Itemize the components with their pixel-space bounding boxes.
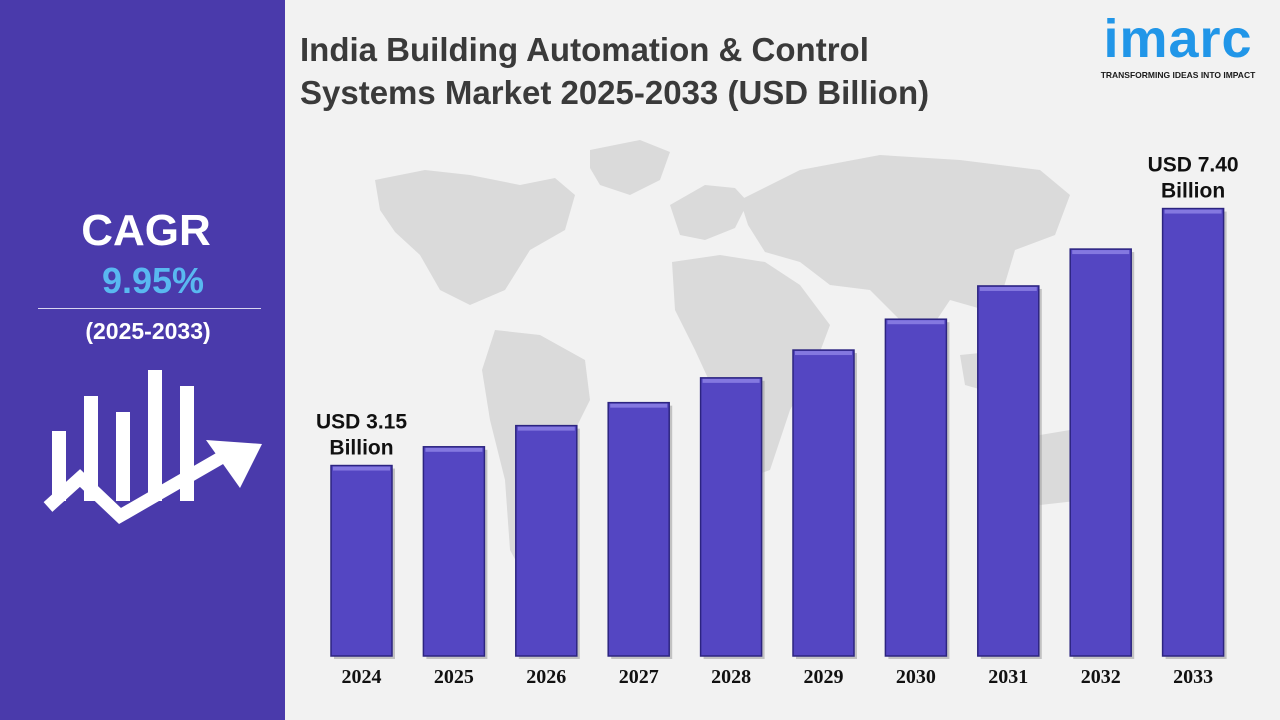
x-tick-label: 2033: [1173, 666, 1213, 688]
chart-title: India Building Automation & Control Syst…: [300, 28, 1060, 114]
bar-2029: [792, 349, 857, 659]
bar-2024: [330, 464, 395, 659]
bar-2025: [422, 446, 488, 659]
bar-2030: [884, 318, 950, 659]
x-tick-label: 2028: [711, 666, 751, 688]
sidebar-panel: CAGR 9.95% (2025-2033): [0, 0, 285, 720]
x-tick-label: 2031: [988, 666, 1028, 688]
chart-title-line-1: India Building Automation & Control: [300, 31, 869, 68]
data-label-value: USD 7.40: [1148, 154, 1239, 177]
bar-2031: [977, 285, 1042, 659]
bars-layer: [330, 207, 1227, 659]
x-tick-label: 2029: [804, 666, 844, 688]
bar-2026: [515, 424, 580, 659]
bar-2032: [1069, 248, 1135, 659]
cagr-period: (2025-2033): [85, 318, 211, 344]
x-tick-label: 2032: [1081, 666, 1121, 688]
imarc-logo: imarc TRANSFORMING IDEAS INTO IMPACT: [1092, 10, 1264, 82]
x-tick-label: 2026: [526, 666, 566, 688]
cagr-value: 9.95%: [101, 260, 205, 301]
data-label-unit: Billion: [1161, 180, 1225, 203]
growth-chart-arrow-icon: [43, 370, 262, 525]
x-axis-labels: 2024 2025 2026 2027 2028 2029 2030 2031 2032 2033: [342, 666, 1214, 688]
x-tick-label: 2027: [619, 666, 659, 688]
cagr-label: CAGR: [81, 206, 211, 255]
data-label-unit: Billion: [329, 437, 393, 460]
cagr-divider: [38, 308, 261, 309]
x-tick-label: 2025: [434, 666, 474, 688]
x-tick-label: 2024: [342, 666, 382, 688]
bar-2027: [607, 401, 673, 659]
logo-wordmark: imarc: [1103, 9, 1253, 69]
chart-title-line-2: Systems Market 2025-2033 (USD Billion): [300, 74, 930, 111]
bar-2033: [1161, 207, 1227, 659]
data-label-value: USD 3.15: [316, 411, 407, 434]
bar-2028: [699, 377, 765, 659]
x-tick-label: 2030: [896, 666, 936, 688]
logo-tagline: TRANSFORMING IDEAS INTO IMPACT: [1100, 70, 1256, 80]
data-labels: USD 3.15 Billion USD 7.40 Billion: [316, 154, 1239, 460]
